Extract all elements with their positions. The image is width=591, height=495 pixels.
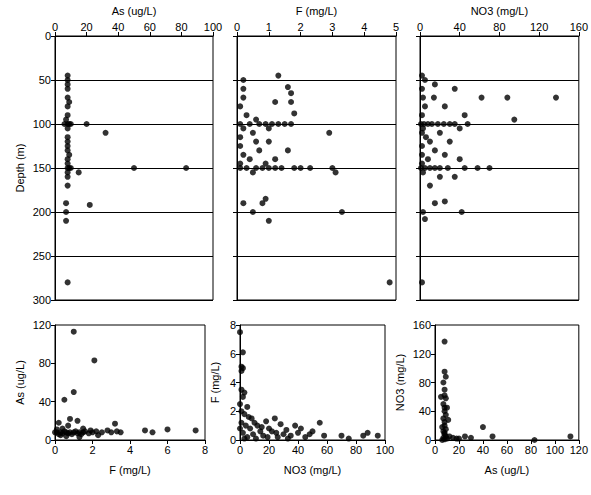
svg-text:80: 80 [493, 21, 505, 33]
svg-text:250: 250 [33, 250, 51, 262]
svg-text:0: 0 [432, 444, 438, 456]
svg-text:F (mg/L): F (mg/L) [109, 464, 151, 476]
svg-text:80: 80 [419, 377, 431, 389]
svg-text:As (ug/L): As (ug/L) [112, 5, 157, 17]
svg-text:4: 4 [230, 377, 236, 389]
svg-text:2: 2 [230, 405, 236, 417]
svg-text:F (mg/L): F (mg/L) [209, 362, 221, 404]
svg-text:40: 40 [477, 444, 489, 456]
svg-text:As (ug/L): As (ug/L) [14, 360, 26, 405]
svg-text:40: 40 [454, 21, 466, 33]
svg-text:8: 8 [202, 444, 208, 456]
svg-text:40: 40 [419, 405, 431, 417]
svg-text:4: 4 [361, 21, 367, 33]
svg-text:40: 40 [112, 21, 124, 33]
svg-text:NO3 (mg/L): NO3 (mg/L) [394, 354, 406, 411]
svg-text:40: 40 [39, 396, 51, 408]
svg-text:0: 0 [417, 21, 423, 33]
svg-text:0: 0 [237, 444, 243, 456]
svg-text:120: 120 [413, 348, 431, 360]
svg-text:1: 1 [266, 21, 272, 33]
svg-text:As (ug/L): As (ug/L) [485, 464, 530, 476]
svg-text:4: 4 [127, 444, 133, 456]
svg-text:60: 60 [321, 444, 333, 456]
svg-text:5: 5 [393, 21, 399, 33]
svg-text:NO3 (mg/L): NO3 (mg/L) [471, 5, 528, 17]
svg-text:0: 0 [45, 434, 51, 446]
svg-text:Depth (m): Depth (m) [14, 144, 26, 193]
svg-text:60: 60 [144, 21, 156, 33]
svg-text:40: 40 [292, 444, 304, 456]
svg-text:2: 2 [298, 21, 304, 33]
svg-text:100: 100 [376, 444, 394, 456]
svg-text:120: 120 [570, 444, 588, 456]
svg-text:0: 0 [234, 21, 240, 33]
svg-text:80: 80 [350, 444, 362, 456]
svg-text:0: 0 [45, 30, 51, 42]
svg-text:2: 2 [89, 444, 95, 456]
svg-text:160: 160 [570, 21, 588, 33]
svg-text:80: 80 [175, 21, 187, 33]
svg-text:NO3 (mg/L): NO3 (mg/L) [284, 464, 341, 476]
svg-text:6: 6 [230, 348, 236, 360]
svg-text:150: 150 [33, 162, 51, 174]
svg-text:80: 80 [39, 357, 51, 369]
svg-text:60: 60 [501, 444, 513, 456]
svg-text:80: 80 [525, 444, 537, 456]
svg-text:0: 0 [52, 444, 58, 456]
svg-text:F (mg/L): F (mg/L) [296, 5, 338, 17]
svg-text:6: 6 [164, 444, 170, 456]
svg-text:100: 100 [546, 444, 564, 456]
svg-text:160: 160 [413, 319, 431, 331]
svg-text:120: 120 [33, 319, 51, 331]
svg-text:100: 100 [204, 21, 222, 33]
svg-text:20: 20 [453, 444, 465, 456]
svg-text:120: 120 [530, 21, 548, 33]
svg-text:20: 20 [263, 444, 275, 456]
svg-text:300: 300 [33, 294, 51, 306]
svg-text:20: 20 [80, 21, 92, 33]
svg-text:100: 100 [33, 118, 51, 130]
svg-text:200: 200 [33, 206, 51, 218]
svg-text:3: 3 [329, 21, 335, 33]
svg-text:0: 0 [425, 434, 431, 446]
svg-text:0: 0 [52, 21, 58, 33]
svg-text:0: 0 [230, 434, 236, 446]
svg-text:8: 8 [230, 319, 236, 331]
svg-text:50: 50 [39, 74, 51, 86]
